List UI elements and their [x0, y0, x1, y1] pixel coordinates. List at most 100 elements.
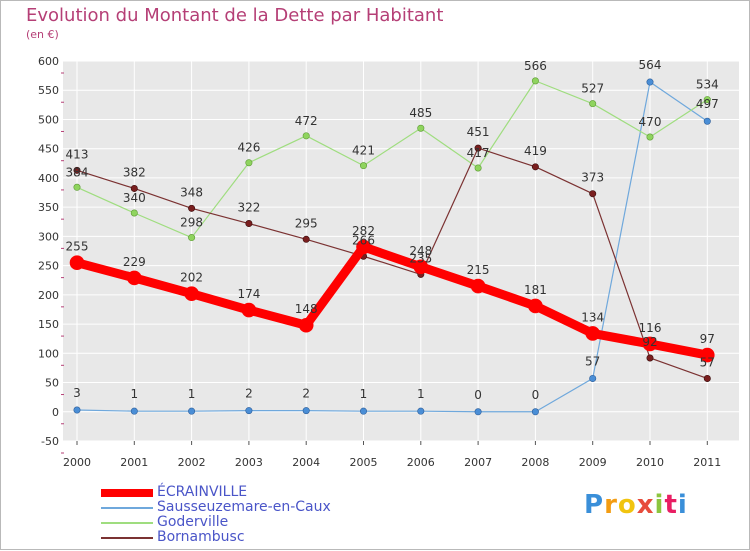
data-point — [646, 133, 654, 141]
data-point — [245, 159, 253, 167]
data-point — [130, 209, 138, 217]
series-group: 3 1 1 2 2 1 1 0 0 57 564 497 384 340 298 426 472 421 485 41… — [66, 58, 719, 416]
x-tick-label: 2008 — [521, 456, 549, 469]
data-point — [188, 234, 196, 242]
y-tick-label: 200 — [38, 289, 59, 302]
y-tick-label: 300 — [38, 230, 59, 243]
data-point — [703, 96, 711, 104]
data-label: 295 — [295, 216, 318, 230]
data-label: 1 — [417, 387, 425, 401]
legend-swatch-goderville — [101, 522, 153, 524]
data-point — [474, 408, 482, 416]
series-line — [75, 242, 709, 360]
y-tick-label: 400 — [38, 172, 59, 185]
data-label: 57 — [585, 354, 600, 368]
data-label: 215 — [467, 263, 490, 277]
data-point — [417, 407, 425, 415]
data-point — [474, 164, 482, 172]
logo-letter: P — [584, 490, 605, 520]
data-point — [470, 278, 486, 294]
logo-letter: x — [636, 490, 655, 520]
data-label: 97 — [700, 332, 715, 346]
legend-label: Goderville — [157, 514, 229, 530]
data-label: 298 — [180, 216, 203, 230]
data-point — [130, 407, 138, 415]
logo-letter: i — [677, 490, 688, 520]
x-tick-label: 2005 — [350, 456, 378, 469]
logo-letter: t — [664, 490, 678, 520]
data-label: 1 — [360, 387, 368, 401]
series-3 — [73, 144, 711, 382]
data-point — [531, 163, 539, 171]
data-point — [127, 270, 142, 286]
data-label: 1 — [130, 387, 138, 401]
x-tick-label: 2004 — [292, 456, 320, 469]
data-label: 148 — [295, 302, 318, 316]
data-point — [302, 132, 310, 140]
data-label: 566 — [524, 59, 547, 73]
data-label: 348 — [180, 185, 203, 199]
data-point — [245, 407, 253, 415]
data-point — [585, 326, 601, 341]
data-point — [302, 407, 310, 415]
labels-0: 255 229 202 174 148 282 248 215 181 134 116 97 — [66, 224, 715, 346]
data-point — [356, 239, 371, 255]
logo-letter: o — [617, 490, 637, 520]
x-tick-label: 2009 — [579, 456, 607, 469]
x-axis: 2000 2001 2002 2003 2004 2005 2006 2007 2008 2009… — [63, 441, 721, 469]
data-label: 426 — [237, 141, 260, 155]
data-label: 382 — [123, 165, 146, 179]
data-label: 92 — [642, 335, 657, 349]
data-label: 340 — [123, 191, 146, 205]
data-point — [245, 220, 253, 228]
x-tick-label: 2011 — [693, 456, 721, 469]
data-label: 373 — [581, 171, 604, 185]
data-label: 248 — [409, 244, 432, 258]
data-point — [184, 286, 199, 301]
series-line — [76, 80, 708, 239]
data-label: 527 — [581, 82, 604, 96]
x-tick-label: 2006 — [407, 456, 435, 469]
data-point — [703, 374, 711, 382]
data-point — [646, 354, 654, 362]
data-label: 3 — [73, 386, 81, 400]
data-label: 266 — [352, 233, 375, 247]
y-tick-label: 150 — [38, 318, 59, 331]
data-label: 235 — [409, 251, 432, 265]
y-tick-label: 50 — [45, 377, 59, 390]
data-point — [188, 407, 196, 415]
data-point — [73, 183, 81, 191]
data-point — [589, 190, 597, 198]
data-label: 417 — [467, 146, 490, 160]
data-point — [69, 255, 85, 270]
data-label: 534 — [696, 78, 719, 92]
data-point — [703, 117, 711, 125]
data-label: 134 — [581, 310, 604, 324]
data-label: 421 — [352, 144, 375, 158]
data-point — [302, 235, 310, 243]
series-1 — [73, 78, 711, 416]
data-label: 229 — [123, 255, 146, 269]
series-2 — [73, 77, 711, 242]
data-label: 472 — [295, 114, 318, 128]
y-tick-label: 550 — [38, 84, 59, 97]
data-label: 1 — [188, 387, 196, 401]
data-label: 255 — [66, 240, 89, 254]
data-label: 470 — [639, 115, 662, 129]
data-label: 485 — [409, 106, 432, 120]
data-label: 0 — [474, 388, 482, 402]
legend-label: Bornambusc — [157, 529, 245, 545]
data-point — [699, 347, 715, 363]
data-point — [474, 144, 482, 152]
legend-swatch-sausseuzemare — [101, 507, 153, 509]
data-label: 2 — [302, 387, 310, 401]
data-point — [413, 259, 429, 275]
data-label: 116 — [639, 321, 662, 335]
x-tick-label: 2001 — [120, 456, 148, 469]
data-label: 2 — [245, 387, 253, 401]
y-tick-label: 0 — [52, 406, 59, 419]
data-label: 564 — [639, 58, 662, 72]
chart-title: Evolution du Montant de la Dette par Hab… — [26, 5, 444, 26]
labels-1: 3 1 1 2 2 1 1 0 0 57 564 497 — [73, 58, 719, 402]
